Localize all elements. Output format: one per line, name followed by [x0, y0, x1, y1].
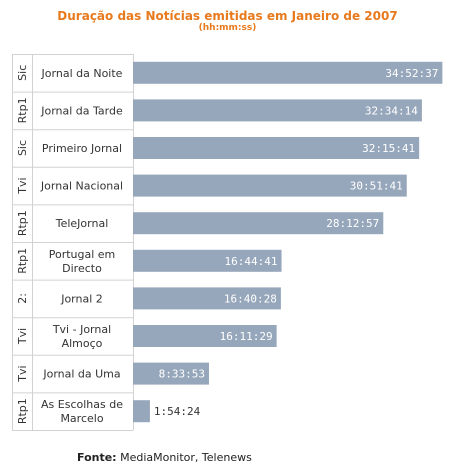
channel-label: Tvi [16, 365, 29, 382]
source-text: MediaMonitor, Telenews [116, 451, 252, 464]
bar [133, 400, 150, 423]
channel-label: Rtp1 [16, 398, 29, 424]
program-label: Portugal em [49, 248, 116, 261]
bar-value-label: 32:15:41 [362, 142, 415, 155]
source-footer: Fonte: MediaMonitor, Telenews [77, 451, 252, 464]
channel-label: Sic [16, 65, 29, 81]
program-label: Jornal da Tarde [40, 104, 123, 117]
bar [133, 61, 443, 84]
bar-value-label: 16:44:41 [225, 255, 278, 268]
bar [133, 99, 422, 122]
bar-value-label: 1:54:24 [154, 405, 201, 418]
channel-label: Sic [16, 140, 29, 156]
program-label: Tvi - Jornal [52, 323, 111, 336]
bar-value-label: 16:40:28 [224, 292, 277, 305]
bar [133, 325, 277, 347]
bar [133, 362, 209, 385]
bar [133, 174, 407, 197]
program-label: Marcelo [60, 412, 103, 425]
program-label: Almoço [62, 337, 103, 350]
bar-value-label: 30:51:41 [350, 180, 403, 193]
bar-value-label: 34:52:37 [385, 67, 438, 80]
program-label: Directo [62, 262, 102, 275]
bar [133, 212, 384, 235]
chart-title: Duração das Notícias emitidas em Janeiro… [57, 9, 398, 23]
source-label: Fonte: [77, 451, 117, 464]
chart-subtitle: (hh:mm:ss) [198, 23, 257, 33]
program-label: TeleJornal [55, 217, 109, 230]
bar [133, 137, 420, 159]
program-label: Jornal da Uma [42, 368, 120, 381]
bar [133, 287, 281, 310]
bar-value-label: 8:33:53 [159, 368, 205, 381]
channel-label: Rtp1 [16, 248, 29, 274]
bar-value-label: 32:34:14 [365, 104, 418, 117]
program-label: Jornal 2 [60, 292, 103, 305]
channel-label: Tvi [16, 328, 29, 345]
bar-value-label: 28:12:57 [326, 217, 379, 230]
program-label: Primeiro Jornal [42, 142, 122, 155]
program-label: Jornal da Noite [41, 67, 123, 80]
program-label: As Escolhas de [41, 398, 123, 411]
channel-label: Rtp1 [16, 97, 29, 123]
channel-label: Rtp1 [16, 210, 29, 236]
channel-label: 2: [16, 293, 29, 304]
channel-label: Tvi [16, 177, 29, 194]
program-label: Jornal Nacional [40, 180, 123, 193]
bar-value-label: 16:11:29 [220, 330, 273, 343]
bar [133, 249, 282, 272]
